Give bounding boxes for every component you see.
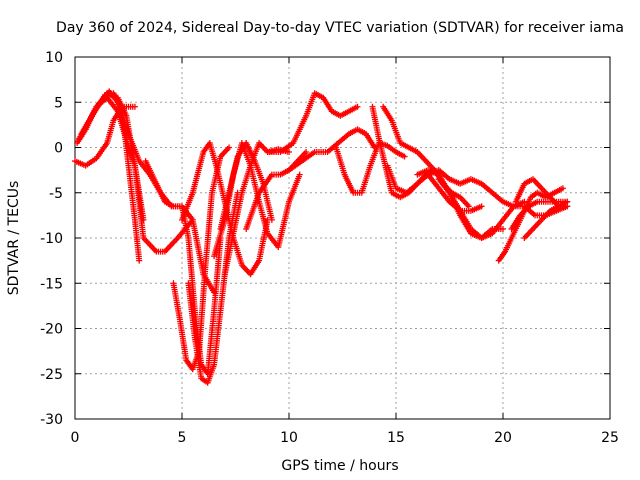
chart-title: Day 360 of 2024, Sidereal Day-to-day VTE… (56, 20, 624, 36)
y-tick-label: -25 (40, 367, 63, 383)
series-track-15 (286, 126, 378, 174)
x-tick-label: 10 (280, 430, 298, 446)
data-point (268, 216, 275, 223)
data-point (286, 149, 292, 156)
series-track-19 (384, 162, 485, 214)
y-tick-label: -20 (40, 322, 63, 338)
data-point (559, 185, 566, 192)
data-point (354, 103, 361, 110)
x-tick-label: 20 (494, 430, 512, 446)
series-track-16 (333, 139, 408, 196)
x-tick-label: 0 (71, 430, 80, 446)
x-axis-label: GPS time / hours (281, 458, 398, 474)
series-track-7 (170, 144, 233, 373)
series-track-14 (264, 90, 361, 156)
data-point (401, 153, 408, 160)
series-track-5 (82, 88, 196, 223)
y-tick-label: -5 (49, 186, 63, 202)
series-track-22 (435, 176, 571, 241)
x-tick-label: 25 (601, 430, 619, 446)
data-point (136, 257, 143, 264)
data-point (131, 103, 138, 110)
y-tick-label: -10 (40, 231, 63, 247)
data-point (500, 225, 506, 232)
series-track-26 (521, 198, 571, 241)
data-points (72, 88, 571, 386)
data-point (189, 216, 196, 223)
y-tick-label: -15 (40, 276, 63, 292)
y-tick-label: -30 (40, 412, 63, 428)
x-tick-label: 15 (387, 430, 405, 446)
data-point (478, 203, 485, 210)
y-tick-label: 10 (45, 50, 63, 66)
axis-ticks: 0 5 10 15 20 25 -30 -25 -20 -15 -10 -5 0 5 10 (40, 50, 619, 446)
data-point (226, 144, 233, 151)
data-point (296, 171, 303, 178)
series-track-11 (217, 139, 275, 232)
series-track-9 (179, 139, 271, 278)
y-tick-label: 5 (54, 95, 63, 111)
data-point (564, 198, 571, 205)
y-tick-label: 0 (54, 141, 63, 157)
data-point (140, 216, 147, 223)
x-tick-label: 5 (178, 430, 187, 446)
data-point (303, 149, 310, 156)
y-axis-label: SDTVAR / TECUs (6, 181, 22, 296)
